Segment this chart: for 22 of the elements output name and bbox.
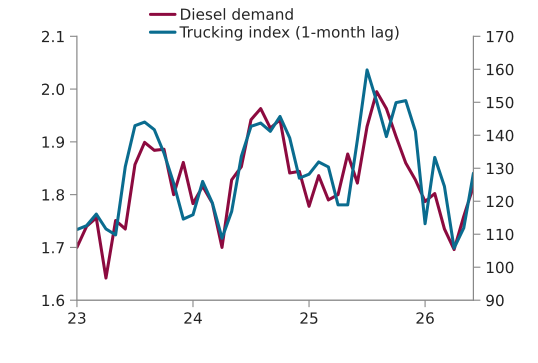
y-tick-label: 1.6 — [42, 294, 64, 306]
y2-tick-label: 120 — [486, 196, 514, 208]
y2-tick-label: 90 — [486, 294, 504, 306]
y-tick-label: 1.7 — [42, 242, 64, 254]
x-tick-label: 24 — [184, 312, 202, 324]
y-tick-label: 2.1 — [42, 30, 64, 42]
y2-tick-label: 110 — [486, 228, 514, 240]
y2-tick-label: 160 — [486, 64, 514, 76]
legend-label: Diesel demand — [181, 8, 293, 20]
y2-tick-label: 100 — [486, 262, 514, 274]
y-tick-label: 1.8 — [42, 189, 64, 201]
x-tick-label: 26 — [416, 312, 434, 324]
y2-tick-label: 130 — [486, 162, 514, 174]
y2-tick-label: 140 — [486, 130, 514, 142]
y-tick-label: 2.0 — [42, 84, 64, 96]
x-tick-label: 25 — [300, 312, 318, 324]
legend-label: Trucking index (1-month lag) — [179, 26, 399, 41]
y-tick-label: 1.9 — [42, 136, 64, 148]
x-tick-label: 23 — [68, 312, 86, 324]
line-series — [76, 68, 474, 250]
y2-tick-label: 170 — [486, 30, 514, 42]
y2-tick-label: 150 — [486, 96, 514, 108]
